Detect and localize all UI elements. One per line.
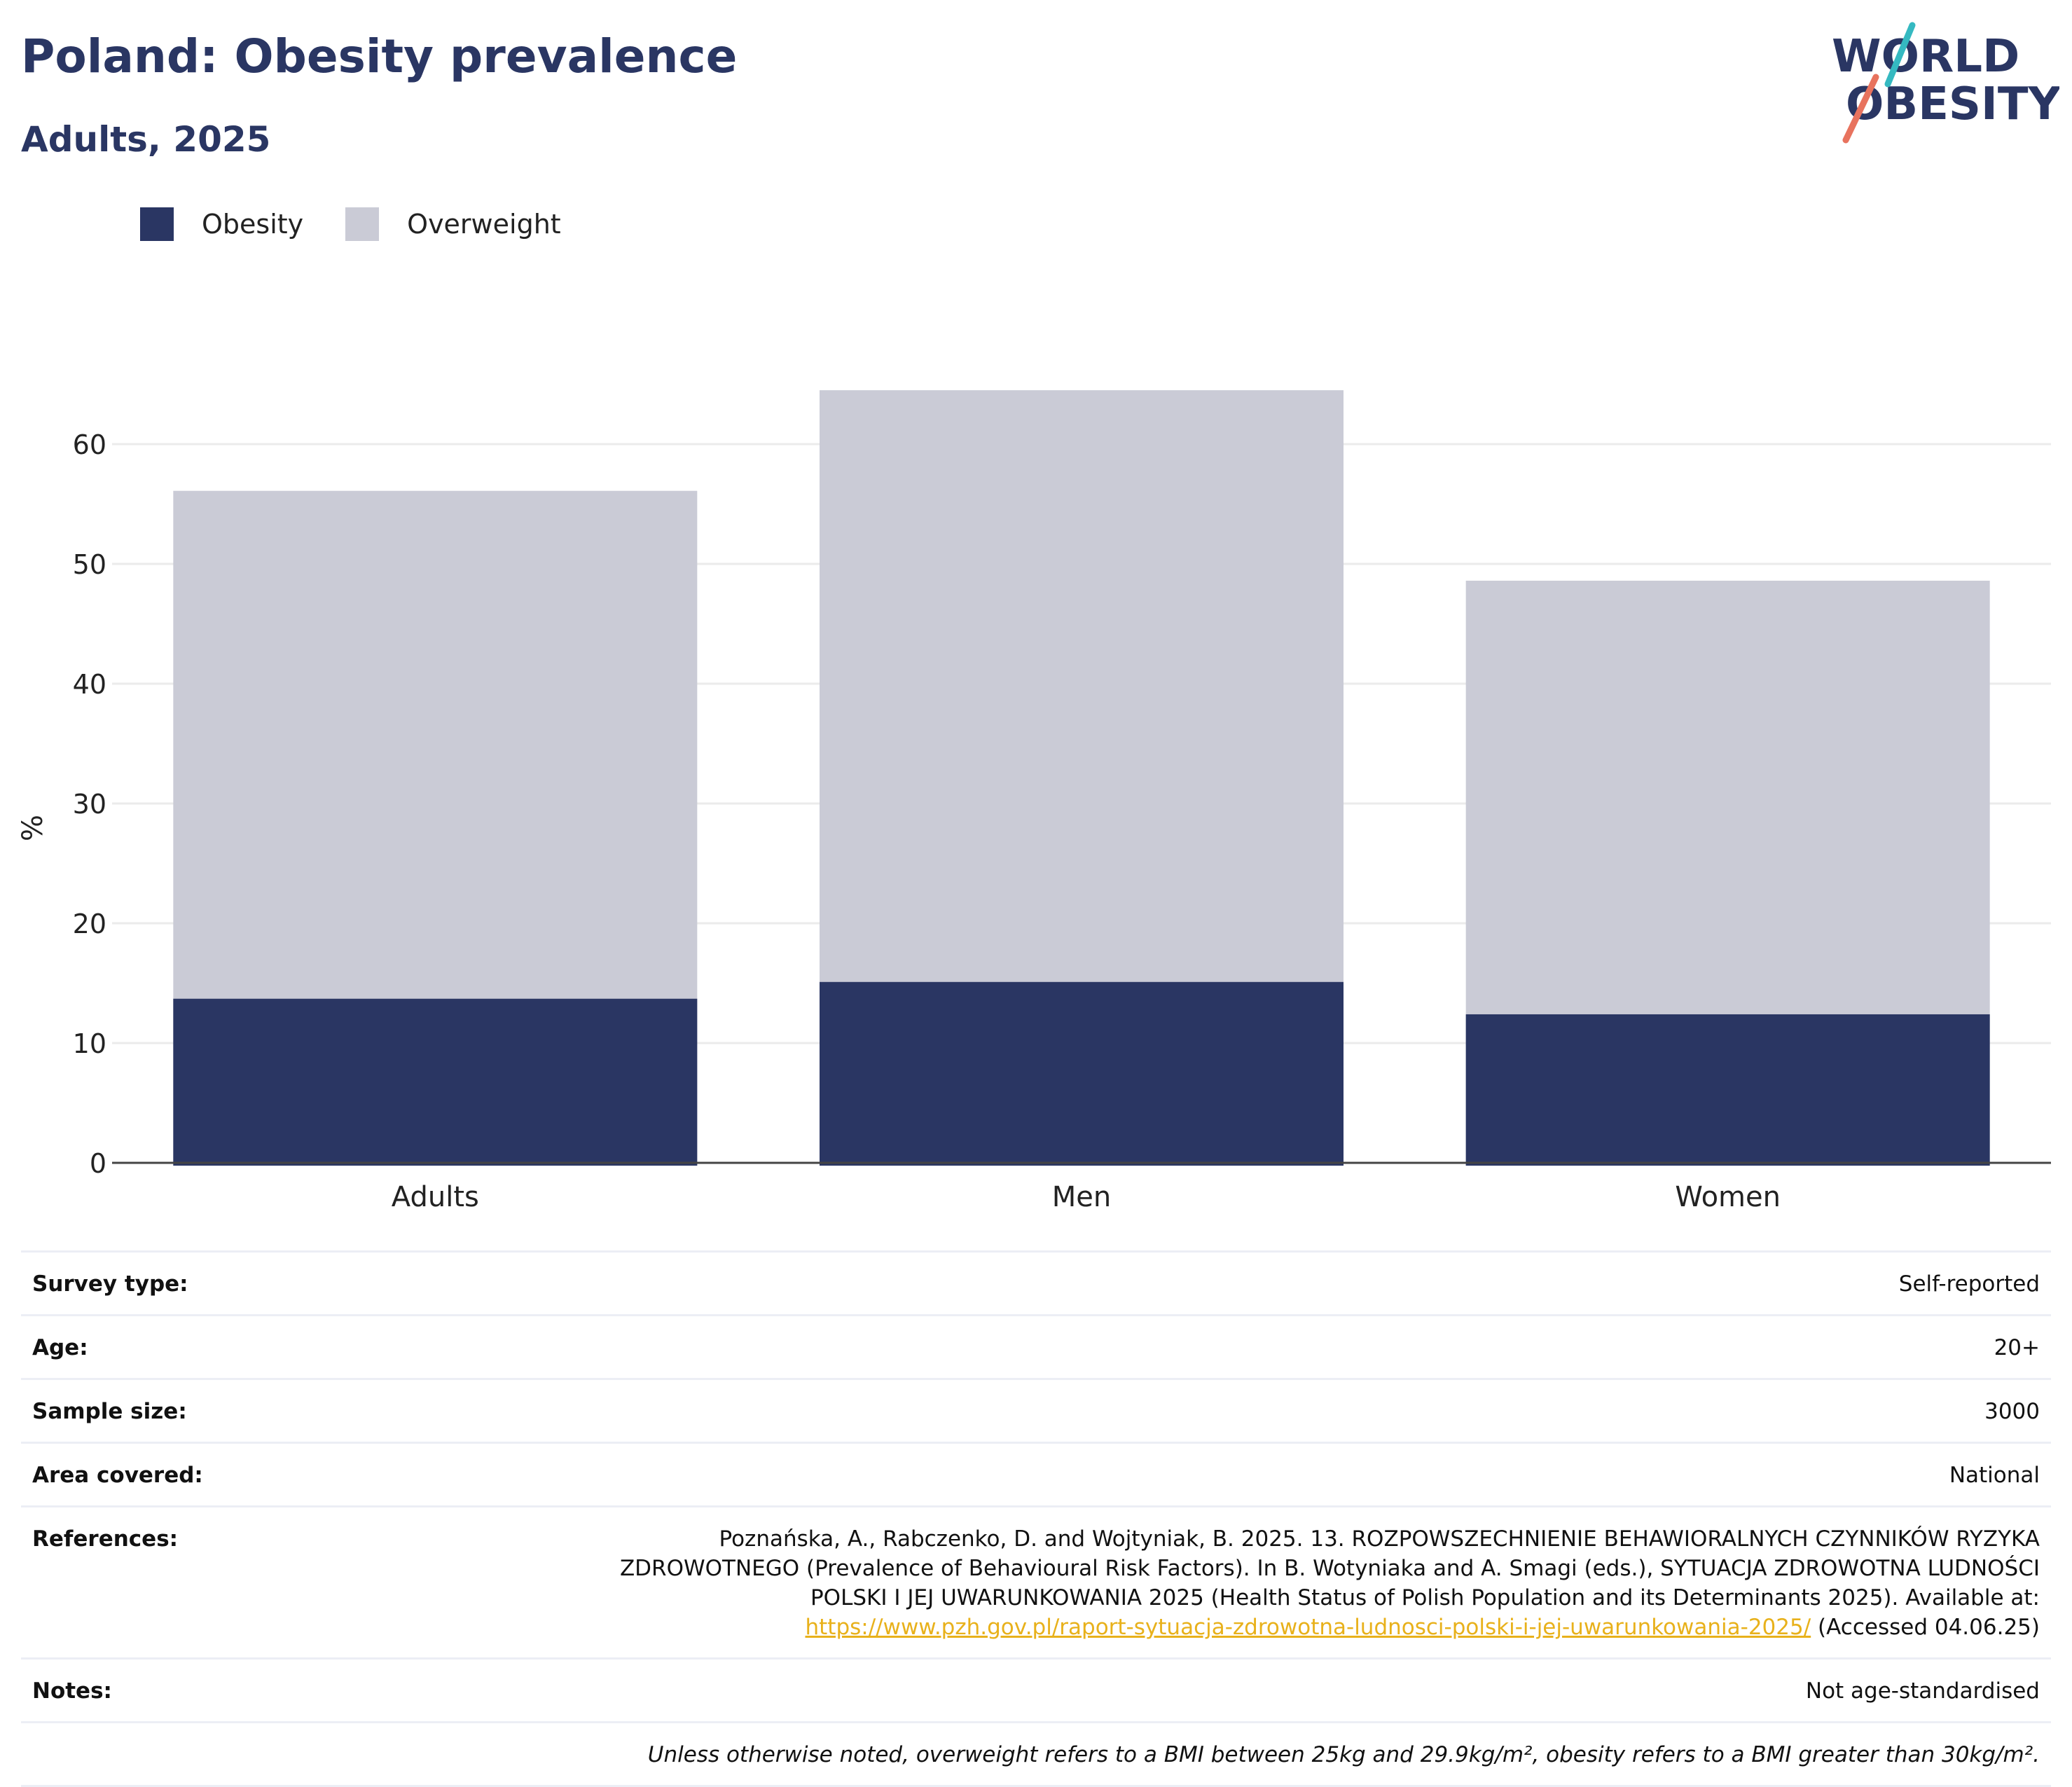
age-label: Age: <box>32 1335 88 1360</box>
y-tick-label: 60 <box>73 429 106 460</box>
info-row-survey-type: Survey type: Self-reported <box>21 1250 2051 1314</box>
y-tick-label: 30 <box>73 789 106 820</box>
y-tick-label: 0 <box>90 1148 106 1179</box>
sample-size-value: 3000 <box>1984 1399 2040 1424</box>
legend-label-obesity: Obesity <box>202 209 304 240</box>
survey-type-label: Survey type: <box>32 1271 188 1297</box>
y-axis-label: % <box>17 815 49 841</box>
survey-type-value: Self-reported <box>1898 1271 2040 1297</box>
area-label: Area covered: <box>32 1463 203 1488</box>
bar-obesity-women[interactable] <box>1465 1014 1990 1166</box>
bmi-footnote: Unless otherwise noted, overweight refer… <box>647 1742 2040 1767</box>
chart-title: Poland: Obesity prevalence <box>21 29 738 83</box>
legend-item-overweight[interactable]: Overweight <box>345 207 561 241</box>
logo-word-world: WORLD <box>1832 31 2019 83</box>
y-tick-label: 10 <box>73 1028 106 1059</box>
reference-accessed: (Accessed 04.06.25) <box>1811 1615 2040 1640</box>
legend-swatch-obesity <box>140 207 174 241</box>
bar-obesity-men[interactable] <box>820 981 1344 1166</box>
reference-link[interactable]: https://www.pzh.gov.pl/raport-sytuacja-z… <box>805 1615 1811 1640</box>
references-value: Poznańska, A., Rabczenko, D. and Wojtyni… <box>509 1524 2040 1642</box>
bars <box>112 390 2051 1166</box>
legend-label-overweight: Overweight <box>407 209 561 240</box>
info-row-sample-size: Sample size: 3000 <box>21 1378 2051 1442</box>
survey-info-table: Survey type: Self-reported Age: 20+ Samp… <box>21 1250 2051 1787</box>
bar-obesity-adults[interactable] <box>173 998 698 1166</box>
reference-line-2: ZDROWOTNEGO (Prevalence of Behavioural R… <box>619 1556 2040 1581</box>
info-row-area: Area covered: National <box>21 1442 2051 1505</box>
logo-slash-coral <box>1842 74 1879 144</box>
references-label: References: <box>32 1526 179 1552</box>
x-tick-labels: Adults Men Women <box>392 1181 1781 1213</box>
info-row-age: Age: 20+ <box>21 1314 2051 1378</box>
legend-item-obesity[interactable]: Obesity <box>140 207 303 241</box>
y-tick-labels: 0 10 20 30 40 50 60 <box>73 429 106 1179</box>
y-tick-label: 50 <box>73 549 106 580</box>
area-value: National <box>1949 1463 2040 1488</box>
x-tick-label: Women <box>1675 1181 1781 1213</box>
reference-line-1: Poznańska, A., Rabczenko, D. and Wojtyni… <box>719 1526 2040 1552</box>
bar-chart: 0 10 20 30 40 50 60 Adults Men Women % <box>17 390 2051 1213</box>
chart-subtitle: Adults, 2025 <box>21 119 271 160</box>
notes-label: Notes: <box>32 1678 112 1704</box>
info-row-notes: Notes: Not age-standardised <box>21 1657 2051 1721</box>
reference-line-4: https://www.pzh.gov.pl/raport-sytuacja-z… <box>509 1613 2040 1642</box>
x-tick-label: Adults <box>392 1181 479 1213</box>
info-row-footnote: Unless otherwise noted, overweight refer… <box>21 1721 2051 1787</box>
logo-word-obesity: OBESITY <box>1846 78 2059 130</box>
y-tick-label: 40 <box>73 669 106 700</box>
chart-legend: Obesity Overweight <box>140 207 603 241</box>
legend-swatch-overweight <box>345 207 380 241</box>
x-tick-label: Men <box>1052 1181 1111 1213</box>
info-row-references: References: Poznańska, A., Rabczenko, D.… <box>21 1505 2051 1657</box>
world-obesity-logo: WORLD OBESITY <box>1832 22 2059 144</box>
notes-value: Not age-standardised <box>1805 1678 2040 1704</box>
reference-line-3: POLSKI I JEJ UWARUNKOWANIA 2025 (Health … <box>810 1585 2040 1610</box>
sample-size-label: Sample size: <box>32 1399 187 1424</box>
y-tick-label: 20 <box>73 909 106 939</box>
age-value: 20+ <box>1994 1335 2040 1360</box>
logo-slash-teal <box>1884 22 1916 88</box>
